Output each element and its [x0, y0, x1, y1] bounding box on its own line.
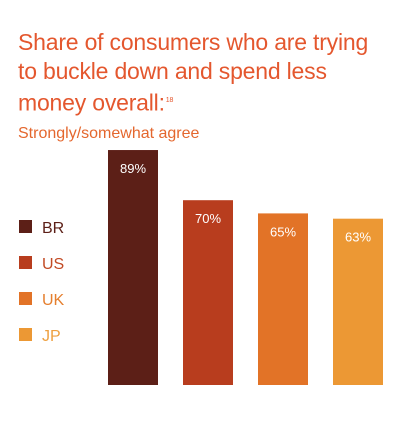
legend: BR US UK JP — [19, 220, 65, 345]
data-label-jp: 63% — [345, 230, 371, 245]
footnote-marker: 18 — [165, 97, 174, 104]
data-label-us: 70% — [195, 211, 221, 226]
bars — [108, 150, 383, 385]
data-label-br: 89% — [120, 161, 146, 176]
legend-swatch-br — [19, 220, 32, 233]
chart-subtitle: Strongly/somewhat agree — [18, 125, 200, 142]
legend-swatch-uk — [19, 292, 32, 305]
chart-title-text: Share of consumers who are trying to buc… — [18, 29, 369, 116]
data-label-uk: 65% — [270, 224, 296, 239]
bar-uk — [258, 213, 308, 385]
legend-label-br: BR — [42, 220, 64, 237]
legend-swatch-us — [19, 256, 32, 269]
bar-jp — [333, 218, 383, 385]
chart-title: Share of consumers who are trying to buc… — [18, 28, 388, 118]
legend-label-us: US — [42, 256, 64, 273]
legend-swatch-jp — [19, 328, 32, 341]
legend-label-jp: JP — [42, 328, 61, 345]
bar-br — [108, 150, 158, 385]
data-labels: 89% 70% 65% 63% — [120, 161, 371, 245]
legend-label-uk: UK — [42, 292, 65, 309]
bar-us — [183, 200, 233, 385]
